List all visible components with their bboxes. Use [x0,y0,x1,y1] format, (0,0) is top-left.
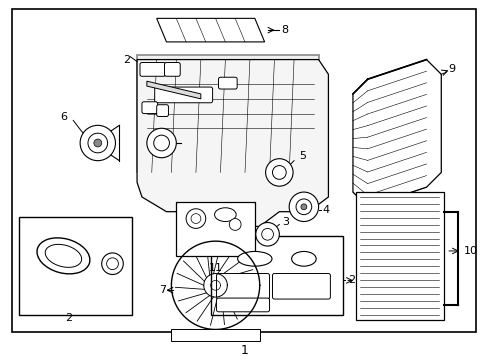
Text: 8: 8 [281,25,289,35]
Text: 9: 9 [448,64,455,75]
FancyBboxPatch shape [140,63,166,76]
FancyBboxPatch shape [272,274,330,299]
FancyBboxPatch shape [157,105,169,117]
Ellipse shape [37,238,90,274]
Polygon shape [353,59,441,207]
Circle shape [256,222,279,246]
Bar [211,236,343,315]
Circle shape [80,125,116,161]
Circle shape [186,209,206,228]
Text: 4: 4 [322,205,330,215]
Circle shape [191,214,201,224]
Circle shape [147,128,176,158]
Text: 7: 7 [159,285,167,295]
Bar [137,55,318,172]
Ellipse shape [45,244,82,267]
Ellipse shape [292,251,316,266]
Polygon shape [147,81,201,99]
FancyBboxPatch shape [219,77,237,89]
Bar [176,202,255,256]
FancyBboxPatch shape [217,298,270,312]
Text: 1: 1 [241,344,249,357]
Polygon shape [137,59,328,226]
Ellipse shape [238,251,272,266]
Text: 5: 5 [299,151,306,161]
FancyBboxPatch shape [142,102,158,113]
Ellipse shape [107,258,119,270]
Bar [19,217,132,315]
Text: 2: 2 [123,55,130,65]
Circle shape [262,228,273,240]
Text: 2: 2 [348,275,355,285]
Circle shape [272,166,286,179]
Circle shape [94,139,102,147]
FancyBboxPatch shape [217,274,270,299]
Circle shape [266,159,293,186]
Circle shape [296,199,312,215]
Bar [356,192,444,320]
Text: 10: 10 [464,246,478,256]
Text: 11: 11 [209,263,222,273]
Circle shape [301,204,307,210]
Bar [172,329,260,341]
Text: 6: 6 [60,112,67,122]
Ellipse shape [215,208,236,221]
FancyBboxPatch shape [155,87,213,103]
Circle shape [154,135,170,151]
Polygon shape [157,18,265,42]
FancyBboxPatch shape [165,63,180,76]
Circle shape [88,133,108,153]
Circle shape [289,192,318,221]
Text: 3: 3 [282,216,289,226]
Ellipse shape [102,253,123,275]
Text: 2: 2 [65,313,72,323]
Ellipse shape [229,219,241,230]
